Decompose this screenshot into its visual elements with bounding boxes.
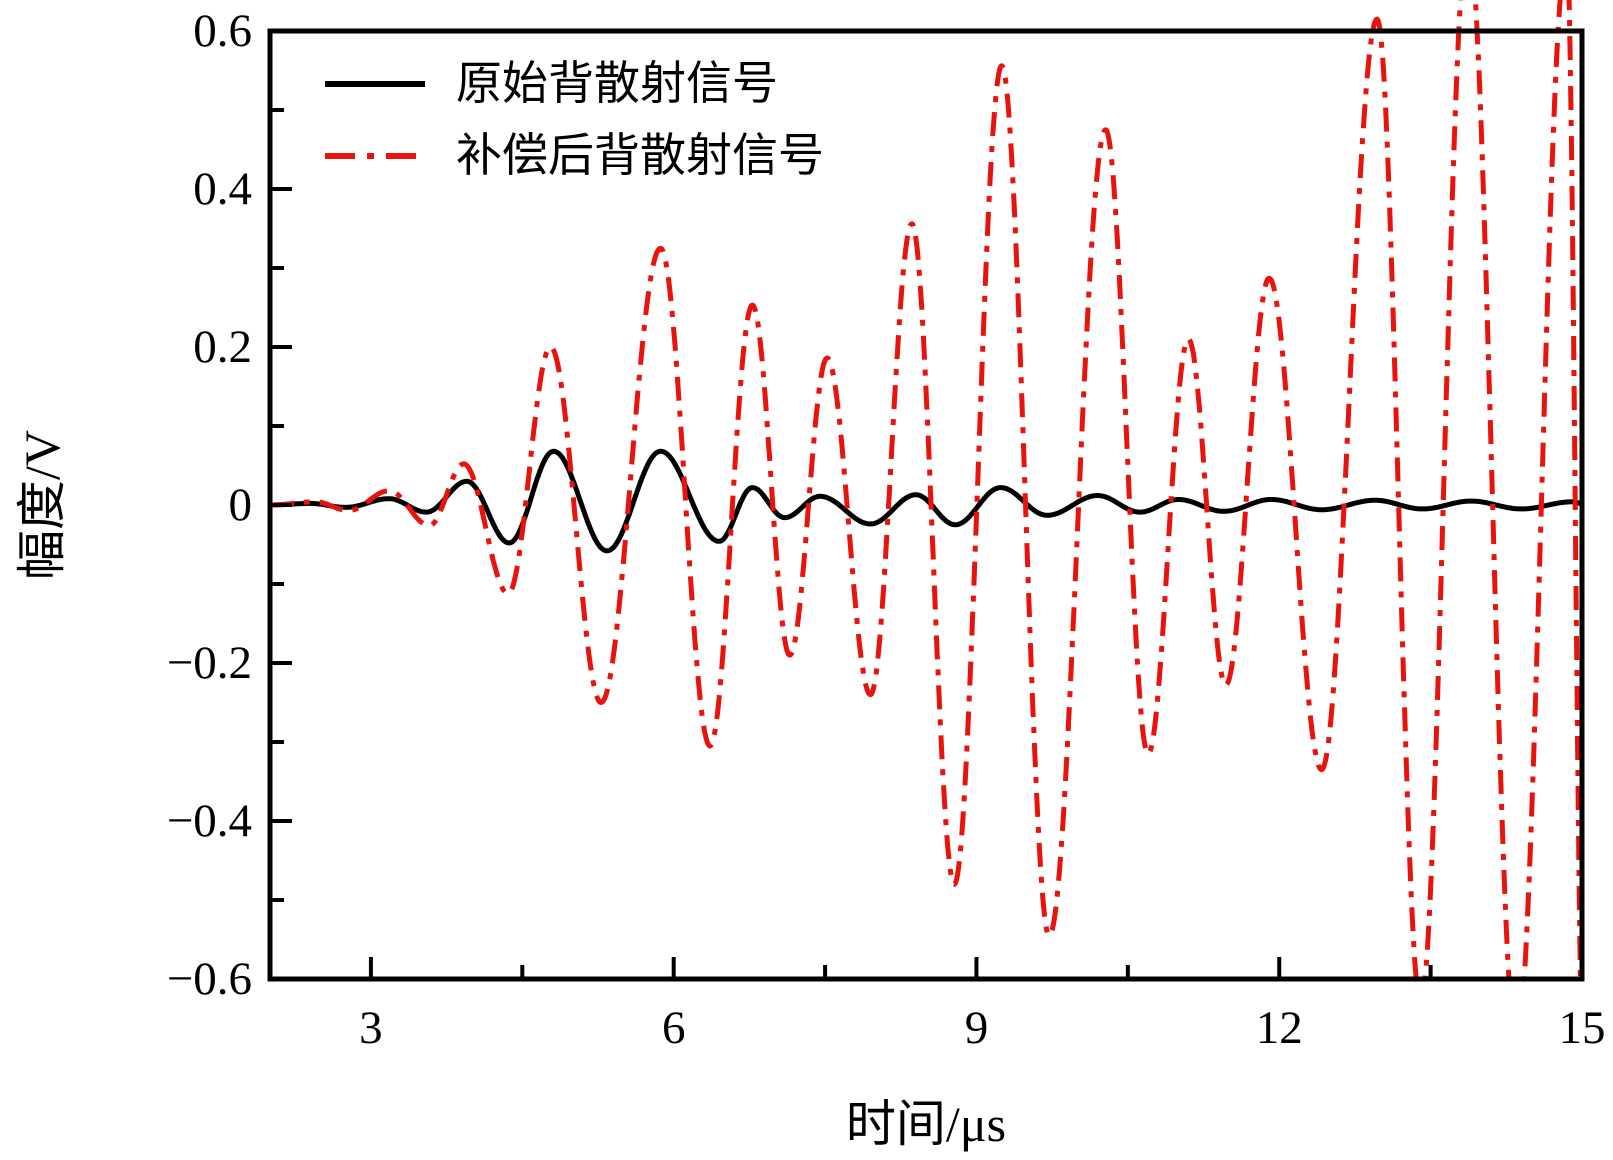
y-tick-label: −0.4 <box>166 795 252 847</box>
y-axis-label: 幅度/V <box>14 430 70 580</box>
x-tick-label: 3 <box>359 1002 383 1054</box>
y-tick-label: 0.4 <box>193 163 252 215</box>
legend-label-original: 原始背散射信号 <box>456 58 778 109</box>
legend-line-solid-sample <box>325 81 425 87</box>
series-line-compensated <box>270 0 1582 979</box>
x-axis-label: 时间/μs <box>845 1096 1007 1152</box>
y-tick-label: −0.6 <box>166 953 252 1005</box>
y-tick-label: 0 <box>228 479 253 531</box>
legend-item-compensated: 补偿后背散射信号 <box>322 120 824 192</box>
legend: 原始背散射信号 补偿后背散射信号 <box>322 48 824 192</box>
x-tick-label: 12 <box>1255 1002 1303 1054</box>
x-tick-label: 15 <box>1558 1002 1606 1054</box>
axes-frame <box>267 28 1585 982</box>
y-tick-label: 0.6 <box>193 5 252 57</box>
y-tick-label: −0.2 <box>166 637 252 689</box>
legend-item-original: 原始背散射信号 <box>322 48 824 120</box>
legend-label-compensated: 补偿后背散射信号 <box>456 130 824 181</box>
x-tick-label: 6 <box>661 1002 686 1054</box>
series-line-original <box>270 448 1582 554</box>
x-tick-label: 9 <box>964 1002 989 1054</box>
legend-line-dashdot-sample <box>325 153 425 159</box>
y-tick-label: 0.2 <box>193 321 252 373</box>
